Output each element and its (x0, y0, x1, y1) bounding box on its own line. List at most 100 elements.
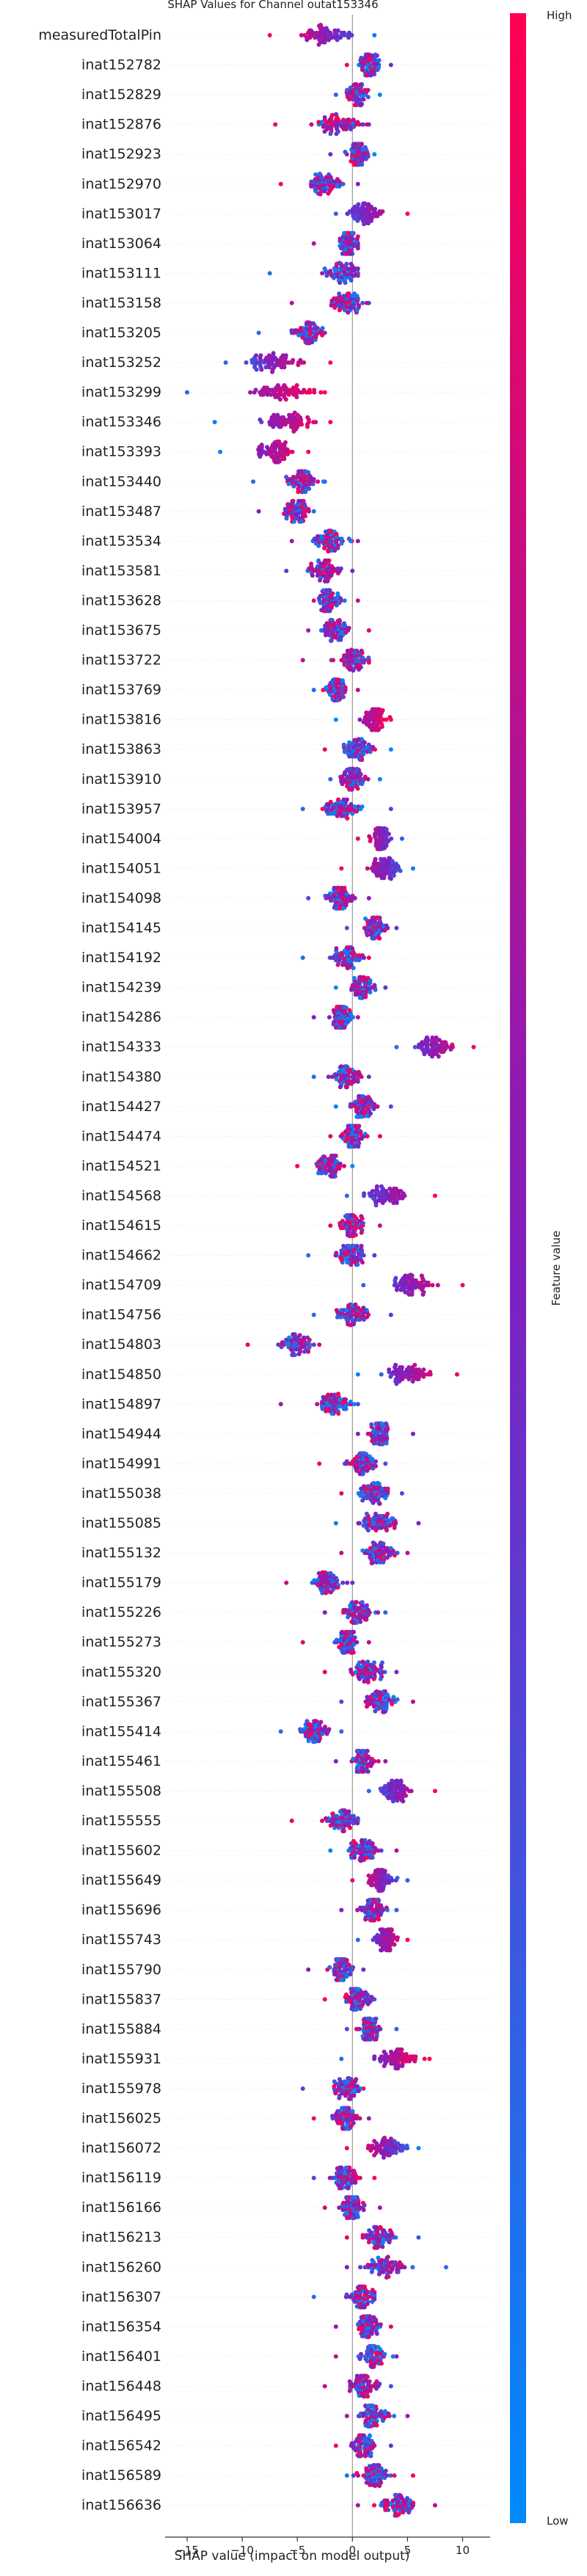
shap-point (318, 628, 324, 633)
shap-point (389, 1927, 394, 1932)
shap-point (349, 1987, 354, 1992)
shap-point (281, 415, 286, 420)
shap-point (368, 710, 373, 715)
shap-point (300, 658, 305, 663)
shap-point (339, 2056, 344, 2062)
shap-point (316, 120, 321, 125)
feature-label: inat156589 (81, 2467, 161, 2484)
shap-point (328, 1848, 333, 1853)
shap-point (340, 1580, 346, 1585)
shap-point (404, 1786, 409, 1791)
shap-point (432, 1193, 437, 1198)
shap-point (355, 266, 360, 271)
shap-point (373, 1869, 378, 1874)
shap-point (349, 261, 354, 266)
shap-point (339, 1551, 344, 1555)
shap-point (259, 443, 264, 448)
shap-point (323, 578, 328, 583)
shap-point (328, 1134, 333, 1139)
shap-point (291, 357, 296, 363)
shap-point (299, 1729, 305, 1734)
shap-point (335, 1314, 340, 1320)
shap-point (376, 846, 382, 851)
shap-point (340, 782, 345, 787)
shap-point (322, 390, 327, 395)
shap-point (277, 397, 282, 402)
feature-label: inat156495 (81, 2408, 161, 2424)
shap-point (346, 1615, 351, 1620)
shap-point (354, 2026, 359, 2031)
shap-point (355, 218, 360, 223)
shap-point (314, 1161, 319, 1166)
shap-point (351, 966, 356, 970)
shap-point (375, 68, 380, 72)
shap-point (351, 1642, 357, 1647)
shap-point (395, 1697, 400, 1702)
shap-point (363, 1990, 368, 1995)
shap-point (368, 930, 373, 935)
shap-point (355, 1262, 360, 1267)
shap-point (343, 1397, 349, 1402)
feature-label: inat153957 (81, 801, 161, 817)
shap-point (341, 117, 346, 123)
shap-point (371, 745, 376, 749)
shap-point (288, 1347, 294, 1352)
shap-point (361, 975, 366, 980)
shap-point (212, 420, 217, 425)
shap-point (341, 1243, 346, 1248)
shap-point (387, 715, 393, 720)
shap-point (347, 804, 351, 809)
shap-point (388, 1374, 393, 1379)
shap-point (317, 1461, 322, 1466)
shap-point (332, 621, 337, 626)
shap-point (400, 2064, 405, 2068)
shap-point (336, 797, 341, 802)
shap-point (348, 1972, 353, 1977)
shap-point (384, 923, 389, 928)
shap-point (313, 177, 318, 182)
feature-label: inat154756 (81, 1307, 161, 1323)
shap-point (354, 1466, 358, 1471)
shap-point (327, 588, 332, 593)
shap-point (273, 355, 277, 360)
shap-point (345, 648, 350, 653)
shap-point (383, 1758, 388, 1764)
shap-point (345, 966, 350, 970)
shap-point (394, 1670, 399, 1675)
shap-point (326, 811, 331, 816)
shap-point (248, 390, 253, 395)
shap-point (311, 420, 316, 425)
shap-point (334, 906, 339, 911)
shap-point (312, 388, 317, 393)
feature-label: inat156072 (81, 2140, 161, 2156)
shap-point (336, 1069, 341, 1074)
shap-point (311, 241, 316, 246)
shap-point (269, 392, 274, 397)
feature-label: inat154004 (81, 831, 161, 847)
shap-point (371, 1441, 376, 1446)
shap-point (341, 797, 346, 802)
shap-point (432, 1789, 437, 1794)
shap-point (350, 568, 355, 573)
shap-point (355, 120, 360, 125)
shap-point (338, 1404, 343, 1409)
shap-point (255, 360, 260, 365)
shap-point (344, 261, 349, 266)
shap-point (365, 1659, 371, 1664)
shap-point (362, 1451, 367, 1456)
shap-point (289, 300, 294, 305)
shap-point (337, 600, 342, 605)
shap-point (274, 422, 279, 427)
shap-point (326, 893, 331, 898)
shap-point (320, 1570, 325, 1575)
shap-point (346, 117, 351, 123)
shap-point (312, 536, 317, 542)
shap-point (372, 33, 377, 37)
shap-point (379, 856, 384, 862)
shap-point (341, 127, 346, 131)
shap-point (333, 1104, 338, 1109)
shap-point (421, 1374, 426, 1379)
shap-point (291, 1332, 296, 1337)
feature-label: inat155555 (81, 1813, 161, 1829)
shap-point (372, 1660, 376, 1665)
